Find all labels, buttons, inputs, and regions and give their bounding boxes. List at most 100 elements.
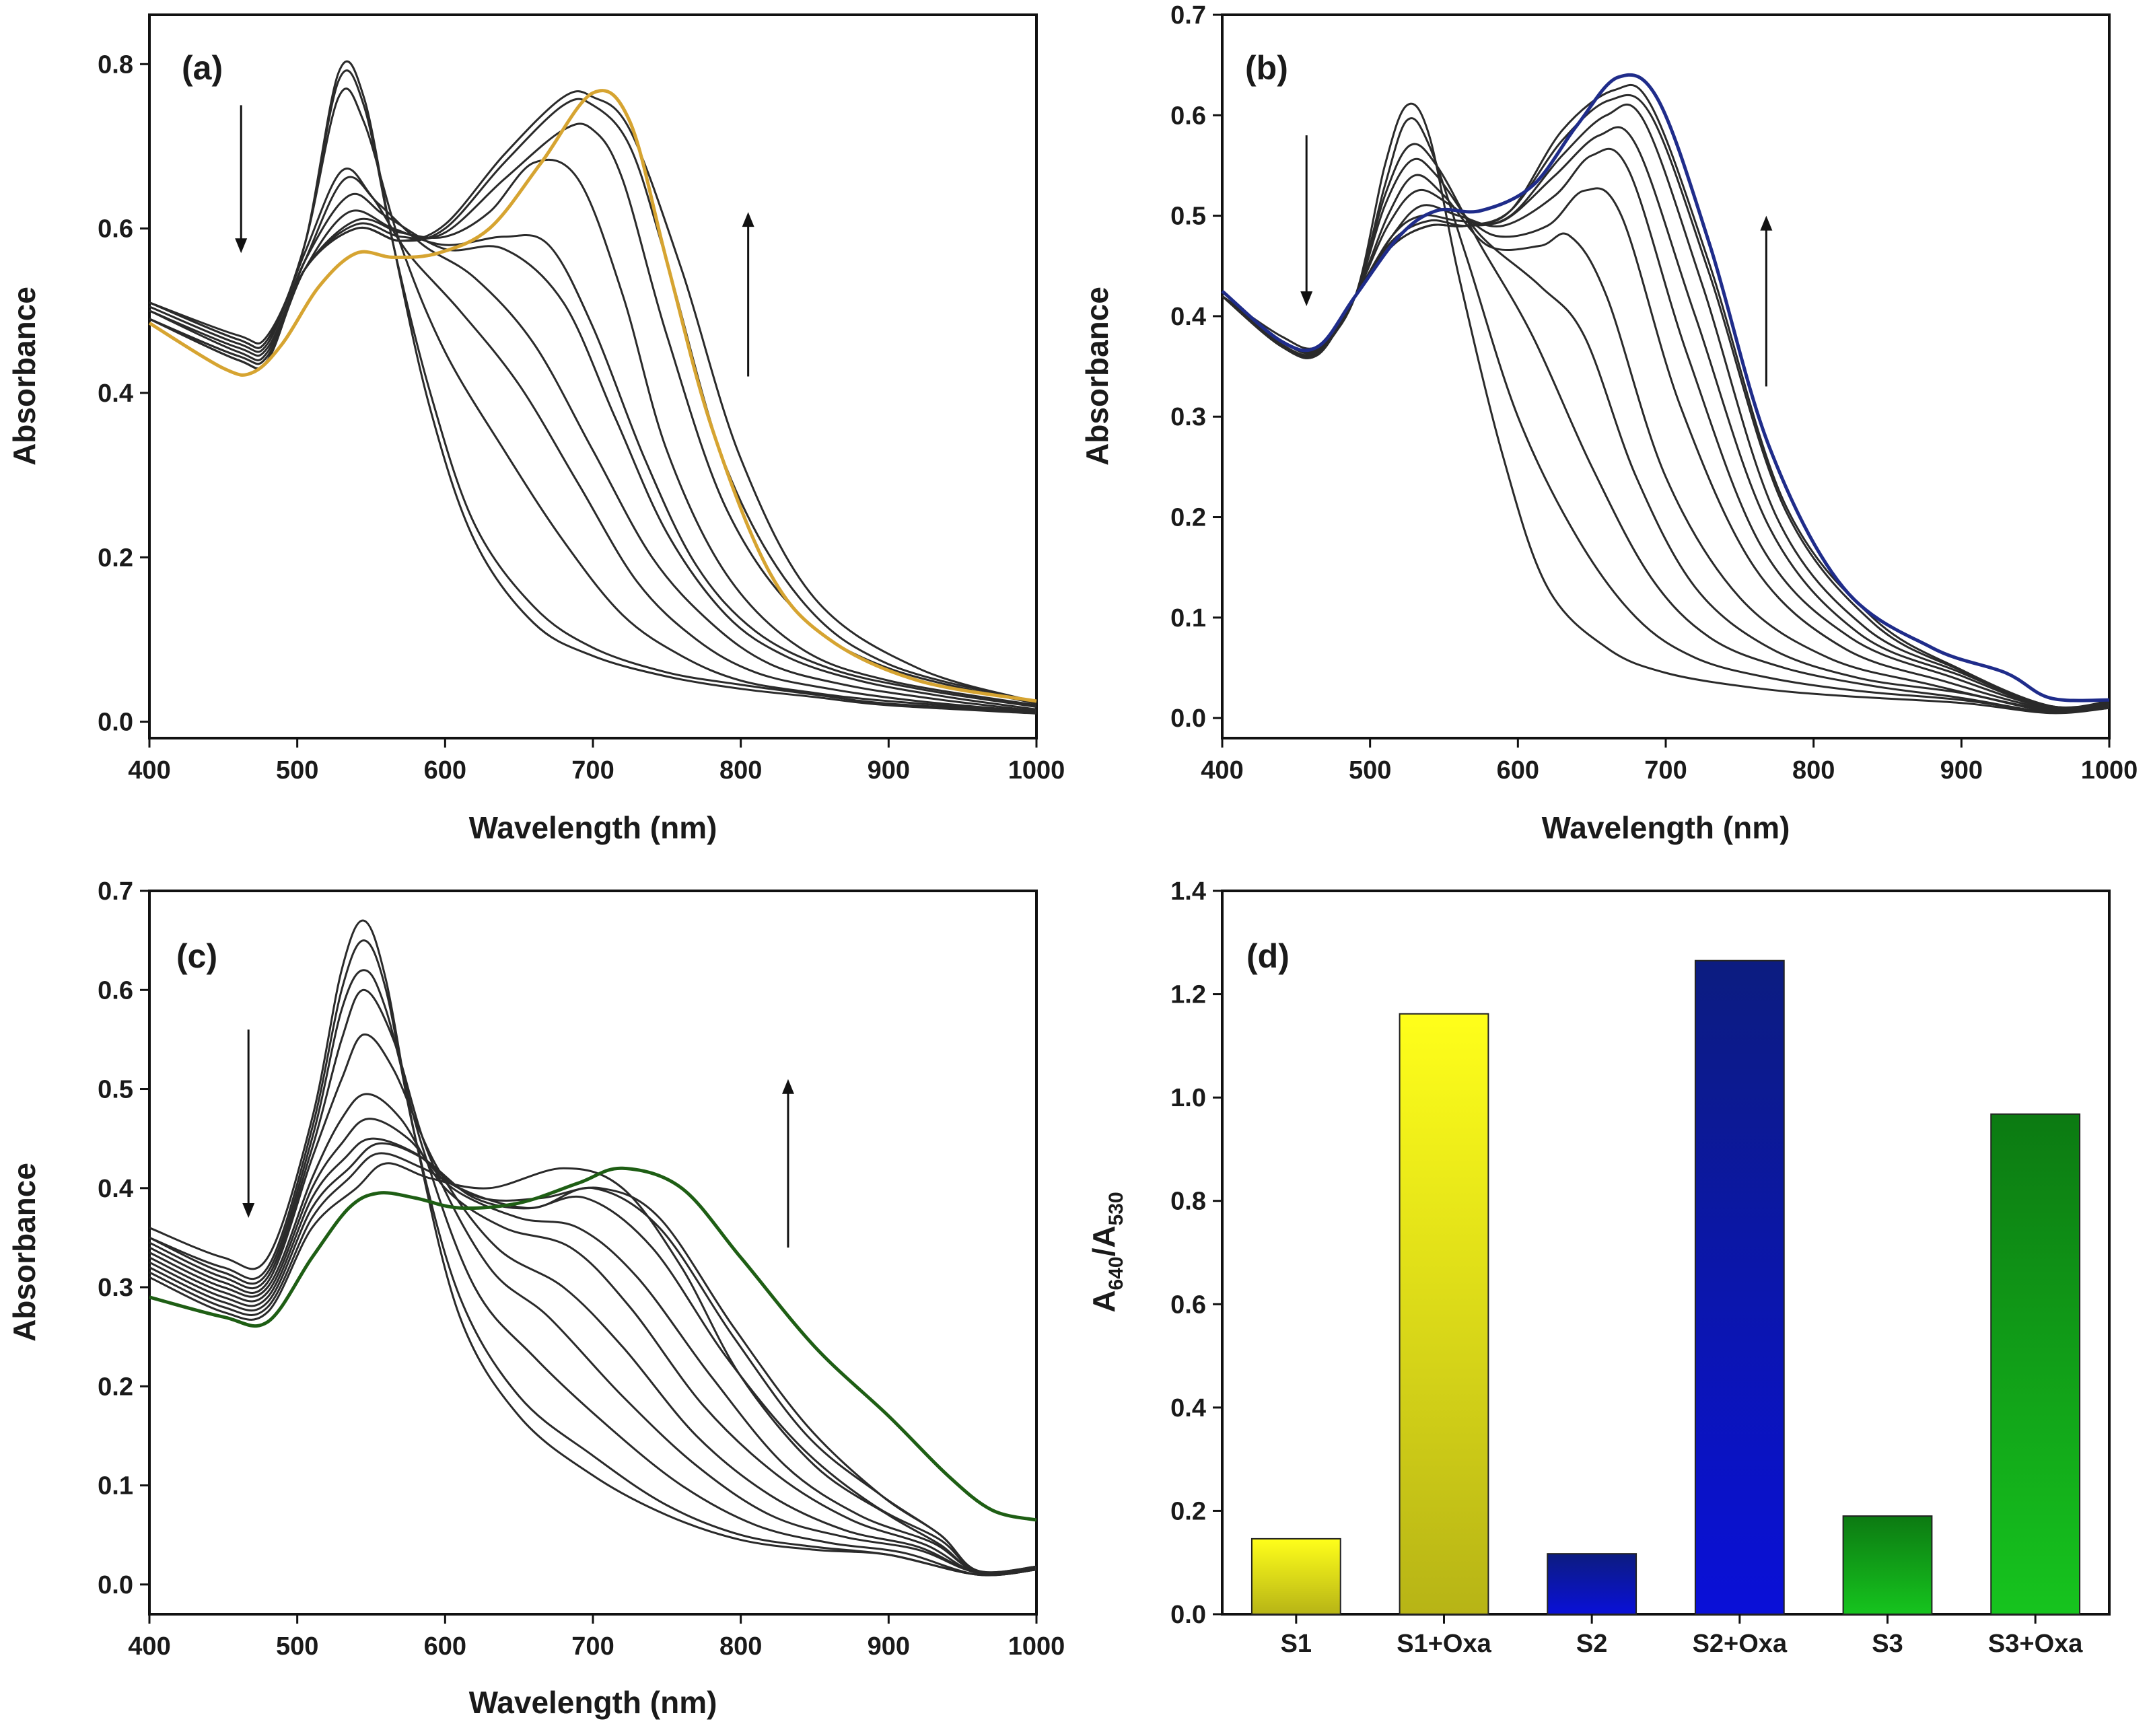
panel-b-series [1221,73,2110,715]
panel-c-spectrum-5 [149,1033,1037,1575]
panel-d-y-tick-label: 1.4 [1170,877,1206,906]
panel-c-x-tick-label: 400 [128,1632,170,1661]
panel-b-y-tick-label: 0.2 [1170,504,1206,532]
panel-b-y-axis-title: Absorbance [1080,287,1115,466]
panel-d-axes: S1 S1+Oxa S2 S2+Oxa S3 S3+Oxa 0.0 0.2 0.4 0.6 0.8 1… [1170,877,2083,1658]
panel-c-y-tick-label: 0.1 [98,1472,133,1500]
panel-a-plot-frame [148,13,1038,739]
panel-a-y-tick-label: 0.0 [98,709,133,737]
panel-c-final-spectrum [149,1166,1037,1522]
panel-a-spectrum-2 [149,69,1037,713]
panel-b-label: (b) [1245,49,1288,87]
panel-a-x-tick-label: 400 [128,756,170,785]
panel-b-arrow-head-up [1760,215,1773,231]
panel-b-axes: 400 500 600 700 800 900 1000 0.0 0.1 0.2 0.3 0.4 0.5… [1170,1,2138,785]
panel-d-label: (d) [1246,937,1290,975]
panel-d: S1 S1+Oxa S2 S2+Oxa S3 S3+Oxa 0.0 0.2 0.4 0.6 0.8 1… [1086,877,2111,1658]
panel-b-spectrum-2 [1222,117,2110,714]
panel-b-spectrum-10 [1222,94,2110,709]
panel-c-x-tick-label: 700 [571,1632,614,1661]
panel-a-y-tick-label: 0.8 [98,50,133,79]
panel-b-spectrum-6 [1222,187,2110,711]
panel-b-y-tick-label: 0.7 [1170,1,1206,30]
panel-b-spectrum-5 [1222,174,2110,712]
panel-a-x-tick-label: 600 [424,756,466,785]
panel-a-label: (a) [182,49,223,87]
panel-b-y-tick-label: 0.4 [1170,303,1206,331]
panel-b-y-tick-label: 0.6 [1170,102,1206,130]
panel-c-y-tick-label: 0.0 [98,1571,133,1599]
panel-c-axes: 400 500 600 700 800 900 1000 0.0 0.1 0.2 0.3 0.4 0.5… [98,877,1065,1661]
panel-d-y-tick-label: 0.4 [1170,1394,1206,1422]
panel-d-y-axis-title: A640/A530 [1086,1192,1127,1312]
panel-d-y-axis-title-main: A [1086,1290,1121,1312]
panel-a: 400 500 600 700 800 900 1000 0.0 0.2 0.4 0.6 0.8 (a… [7,13,1065,845]
panel-c-x-tick-label: 500 [276,1632,318,1661]
panel-a-x-tick-label: 800 [719,756,762,785]
panel-a-axes: 400 500 600 700 800 900 1000 0.0 0.2 0.4 0.6 0.8 [98,50,1065,785]
panel-d-plot-frame [1221,890,2111,1616]
panel-b-x-tick-label: 700 [1644,756,1687,785]
panel-d-y-tick-label: 0.8 [1170,1188,1206,1216]
panel-a-arrow-head-down [235,238,248,254]
panel-d-y-tick-label: 1.2 [1170,981,1206,1009]
panel-b-x-tick-label: 500 [1349,756,1391,785]
panel-c-spectrum-2 [149,939,1037,1577]
panel-c-spectrum-6 [149,1093,1037,1575]
panel-c-arrow-head-down [242,1202,255,1218]
panel-c: 400 500 600 700 800 900 1000 0.0 0.1 0.2 0.3 0.4 0.5… [7,877,1065,1720]
panel-d-category-label: S1 [1281,1630,1312,1658]
panel-b-x-axis-title: Wavelength (nm) [1542,810,1790,845]
panel-d-y-axis-title-sub2: 530 [1105,1192,1127,1225]
panel-b-spectrum-8 [1222,126,2110,711]
panel-d-category-label: S3 [1872,1630,1903,1658]
panel-a-y-tick-label: 0.6 [98,215,133,244]
panel-a-x-tick-label: 700 [571,756,614,785]
bar-s1-oxa [1399,1013,1489,1615]
panel-d-category-label: S2 [1576,1630,1607,1658]
panel-a-spectrum-5 [149,176,1037,713]
panel-c-y-tick-label: 0.3 [98,1274,133,1302]
panel-b-x-tick-label: 800 [1792,756,1835,785]
panel-a-x-axis-title: Wavelength (nm) [469,810,717,845]
panel-d-category-label: S2+Oxa [1693,1630,1788,1658]
panel-b: 400 500 600 700 800 900 1000 0.0 0.1 0.2 0.3 0.4 0.5… [1080,1,2138,845]
panel-c-y-tick-label: 0.2 [98,1373,133,1401]
panel-c-y-tick-label: 0.6 [98,976,133,1005]
panel-c-spectrum-8 [149,1137,1037,1575]
panel-a-series [148,60,1037,715]
panel-a-spectrum-4 [149,168,1037,713]
panel-b-spectrum-1 [1222,102,2110,715]
panel-c-spectrum-3 [149,969,1037,1577]
panel-b-x-tick-label: 1000 [2081,756,2138,785]
panel-c-spectrum-11 [149,1162,1037,1574]
panel-b-y-tick-label: 0.5 [1170,203,1206,231]
panel-d-y-tick-label: 0.2 [1170,1497,1206,1525]
panel-b-spectrum-4 [1222,157,2110,713]
panel-c-x-tick-label: 1000 [1008,1632,1065,1661]
panel-d-y-axis-title-sub1: 640 [1105,1256,1127,1290]
panel-c-series [149,919,1037,1577]
bar-s3 [1842,1515,1933,1616]
panel-a-spectrum-10 [149,98,1037,703]
panel-c-spectrum-10 [149,1152,1037,1574]
panel-a-spectrum-8 [149,158,1037,707]
panel-c-y-tick-label: 0.5 [98,1076,133,1104]
bar-s2-oxa [1694,960,1785,1616]
panel-c-y-tick-label: 0.7 [98,877,133,906]
panel-d-category-label: S1+Oxa [1397,1630,1491,1658]
bar-s1 [1250,1538,1341,1615]
panel-a-y-tick-label: 0.4 [98,379,133,408]
panel-b-spectrum-7 [1222,147,2110,711]
panel-b-x-tick-label: 600 [1497,756,1539,785]
panel-b-x-tick-label: 900 [1940,756,1983,785]
panel-c-spectrum-4 [149,988,1037,1575]
panel-a-spectrum-1 [149,60,1037,715]
panel-a-y-axis-title: Absorbance [7,287,42,466]
panel-b-spectrum-3 [1222,143,2110,713]
panel-b-plot-frame [1221,13,2111,739]
panel-a-final-spectrum [148,89,1037,703]
panel-c-spectrum-1 [149,919,1037,1577]
panel-a-spectrum-7 [149,209,1037,709]
